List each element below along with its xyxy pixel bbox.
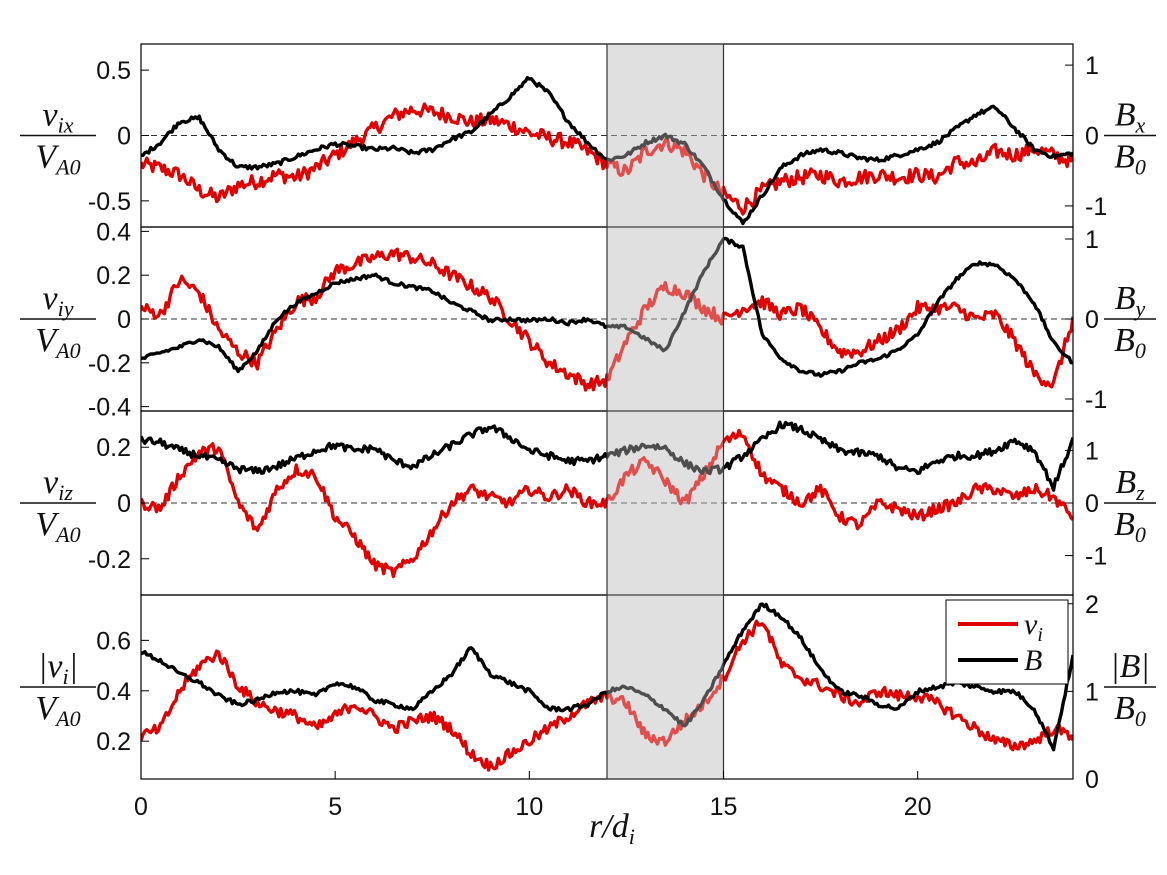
right-tick-label: 0 bbox=[1085, 306, 1099, 334]
right-axis-label-denominator: B0 bbox=[1114, 506, 1146, 547]
left-tick-label: 0 bbox=[117, 490, 131, 518]
right-tick-label: 1 bbox=[1085, 437, 1099, 465]
left-axis-label-denominator: VA0 bbox=[35, 322, 80, 363]
left-tick-label: 0.2 bbox=[96, 728, 131, 756]
right-tick-label: 1 bbox=[1085, 678, 1099, 706]
left-axis-label-numerator: vix bbox=[43, 97, 74, 138]
left-tick-label: 0.2 bbox=[96, 262, 131, 290]
left-tick-label: -0.2 bbox=[88, 350, 131, 378]
legend-label-B: B bbox=[1024, 644, 1042, 677]
right-tick-label: 2 bbox=[1085, 591, 1099, 619]
x-axis-label: r/di bbox=[589, 808, 635, 849]
left-axis-label-denominator: VA0 bbox=[35, 506, 80, 547]
left-tick-label: 0.2 bbox=[96, 434, 131, 462]
right-tick-label: -1 bbox=[1085, 386, 1107, 414]
right-tick-label: 1 bbox=[1085, 52, 1099, 80]
left-tick-label: 0 bbox=[117, 306, 131, 334]
right-tick-label: 0 bbox=[1085, 766, 1099, 794]
left-axis-label-numerator: viz bbox=[43, 464, 73, 505]
left-tick-label: 0.5 bbox=[96, 57, 131, 85]
right-axis-label-numerator: |B| bbox=[1110, 648, 1149, 685]
right-axis-label-denominator: B0 bbox=[1114, 690, 1146, 731]
right-axis-label-numerator: Bx bbox=[1115, 97, 1146, 138]
left-tick-label: -0.5 bbox=[88, 188, 131, 216]
right-tick-label: 0 bbox=[1085, 490, 1099, 518]
x-tick-label: 15 bbox=[710, 793, 738, 821]
overlay-layer: 0 5 10 15 20 r/di viB bbox=[134, 43, 1069, 849]
left-tick-label: -0.2 bbox=[88, 546, 131, 574]
legend-label-vi: vi bbox=[1024, 608, 1043, 646]
left-axis-label-numerator: viy bbox=[43, 280, 74, 321]
legend: viB bbox=[945, 599, 1069, 685]
left-tick-label: 0.4 bbox=[96, 218, 131, 246]
right-tick-label: -1 bbox=[1085, 543, 1107, 571]
left-axis-label-denominator: VA0 bbox=[35, 690, 80, 731]
left-axis-label-numerator: |vi| bbox=[38, 648, 78, 689]
x-tick-label: 20 bbox=[904, 793, 932, 821]
legend-box bbox=[945, 599, 1069, 685]
x-tick-label: 0 bbox=[134, 793, 148, 821]
x-tick-label: 10 bbox=[515, 793, 543, 821]
x-tick-label: 5 bbox=[328, 793, 342, 821]
left-tick-label: 0.4 bbox=[96, 678, 131, 706]
right-tick-label: -1 bbox=[1085, 193, 1107, 221]
left-tick-label: 0 bbox=[117, 123, 131, 151]
highlight-band-overlay bbox=[606, 43, 725, 780]
right-axis-label-numerator: By bbox=[1115, 280, 1146, 321]
right-tick-label: 0 bbox=[1085, 123, 1099, 151]
right-axis-label-denominator: B0 bbox=[1114, 139, 1146, 180]
left-tick-label: 0.6 bbox=[96, 627, 131, 655]
left-tick-label: -0.4 bbox=[88, 394, 131, 422]
right-tick-label: 1 bbox=[1085, 226, 1099, 254]
right-axis-label-numerator: Bz bbox=[1115, 464, 1145, 505]
right-axis-label-denominator: B0 bbox=[1114, 322, 1146, 363]
left-axis-label-denominator: VA0 bbox=[35, 139, 80, 180]
